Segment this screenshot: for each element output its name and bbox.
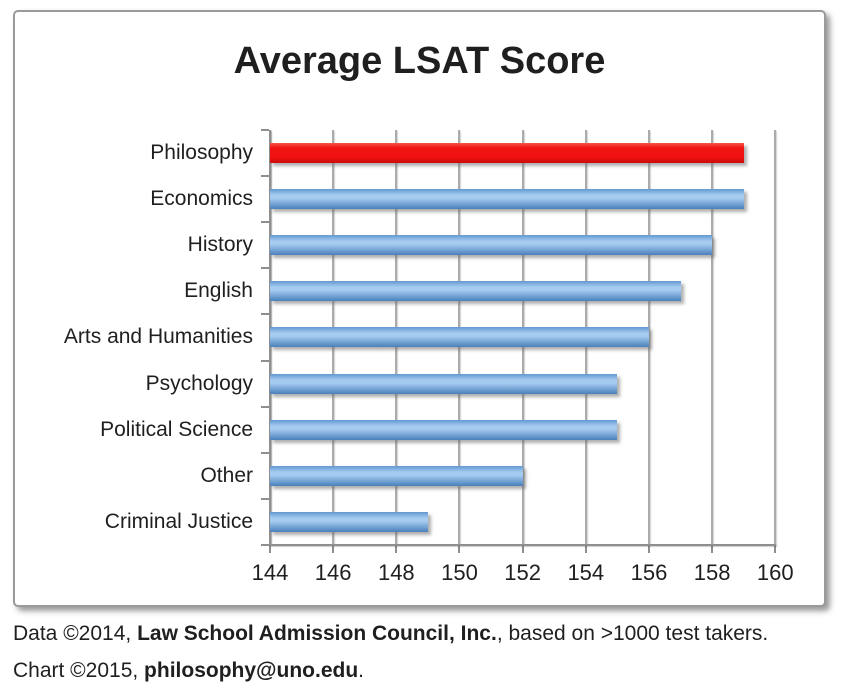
category-label-philosophy: Philosophy bbox=[150, 141, 253, 164]
x-tick-label: 154 bbox=[567, 560, 605, 585]
x-axis-tick bbox=[521, 545, 524, 553]
category-axis-tick bbox=[261, 451, 269, 454]
category-axis-tick bbox=[261, 267, 269, 270]
category-label-history: History bbox=[187, 233, 253, 257]
bar-political-science bbox=[270, 419, 618, 440]
attribution-segment: , based on >1000 test takers. bbox=[496, 622, 769, 645]
bar-arts-and-humanities bbox=[270, 327, 649, 348]
category-label-arts-and-humanities: Arts and Humanities bbox=[63, 325, 253, 349]
x-tick-label: 152 bbox=[504, 560, 541, 585]
category-label-criminal-justice: Criminal Justice bbox=[104, 509, 253, 533]
category-label-political-science: Political Science bbox=[100, 417, 253, 441]
category-label-english: English bbox=[184, 279, 253, 303]
attribution-line-2: Chart ©2015, philosophy@uno.edu. bbox=[13, 652, 853, 689]
x-axis-tick bbox=[711, 545, 714, 553]
bar-psychology bbox=[270, 373, 618, 394]
bar-economics bbox=[270, 189, 744, 210]
category-label-psychology: Psychology bbox=[145, 371, 253, 395]
category-axis-tick bbox=[261, 497, 269, 500]
category-label-other: Other bbox=[200, 463, 253, 487]
attribution-segment: Chart ©2015, bbox=[13, 659, 145, 682]
grid-line bbox=[647, 130, 650, 545]
x-axis-tick bbox=[395, 545, 398, 553]
x-tick-label: 148 bbox=[377, 560, 415, 585]
attribution: Data ©2014, Law School Admission Council… bbox=[13, 615, 853, 689]
grid-line bbox=[711, 130, 714, 545]
chart-title: Average LSAT Score bbox=[233, 40, 606, 82]
x-axis-tick bbox=[584, 545, 587, 553]
value-axis-line bbox=[269, 544, 777, 546]
category-label-economics: Economics bbox=[150, 187, 253, 211]
x-axis-tick bbox=[647, 545, 650, 553]
attribution-segment: Data ©2014, bbox=[13, 622, 138, 645]
x-tick-label: 156 bbox=[630, 560, 668, 585]
attribution-segment: philosophy@uno.edu bbox=[144, 659, 359, 682]
category-axis-tick bbox=[261, 221, 269, 224]
x-tick-label: 150 bbox=[441, 560, 478, 585]
category-axis-tick bbox=[261, 405, 269, 408]
x-tick-label: 144 bbox=[251, 560, 289, 585]
x-tick-label: 158 bbox=[693, 560, 731, 585]
plot-area: 144 146 148 150 152 154 156 158 160 Philosophy Eco… bbox=[15, 12, 824, 605]
category-axis-tick bbox=[261, 175, 269, 178]
x-tick-label: 146 bbox=[314, 560, 352, 585]
category-axis-tick bbox=[261, 313, 269, 316]
bar-other bbox=[270, 465, 523, 486]
grid-line bbox=[774, 130, 777, 545]
bar-philosophy bbox=[270, 143, 744, 164]
x-axis-tick bbox=[774, 545, 777, 553]
chart-box: Average LSAT Score 144 146 148 150 152 154 156… bbox=[13, 10, 826, 607]
bar-criminal-justice bbox=[270, 511, 428, 532]
x-axis-tick bbox=[332, 545, 335, 553]
x-axis-tick bbox=[269, 545, 271, 553]
bar-english bbox=[270, 281, 681, 302]
attribution-line-1: Data ©2014, Law School Admission Council… bbox=[13, 615, 853, 652]
category-axis-tick bbox=[261, 359, 269, 362]
x-axis-tick bbox=[458, 545, 461, 553]
x-tick-label: 160 bbox=[756, 560, 794, 585]
category-axis-tick bbox=[261, 129, 269, 131]
attribution-segment: . bbox=[358, 659, 365, 682]
attribution-segment: Law School Admission Council, Inc. bbox=[137, 622, 497, 645]
category-axis-tick bbox=[261, 543, 269, 546]
bar-history bbox=[270, 235, 713, 256]
